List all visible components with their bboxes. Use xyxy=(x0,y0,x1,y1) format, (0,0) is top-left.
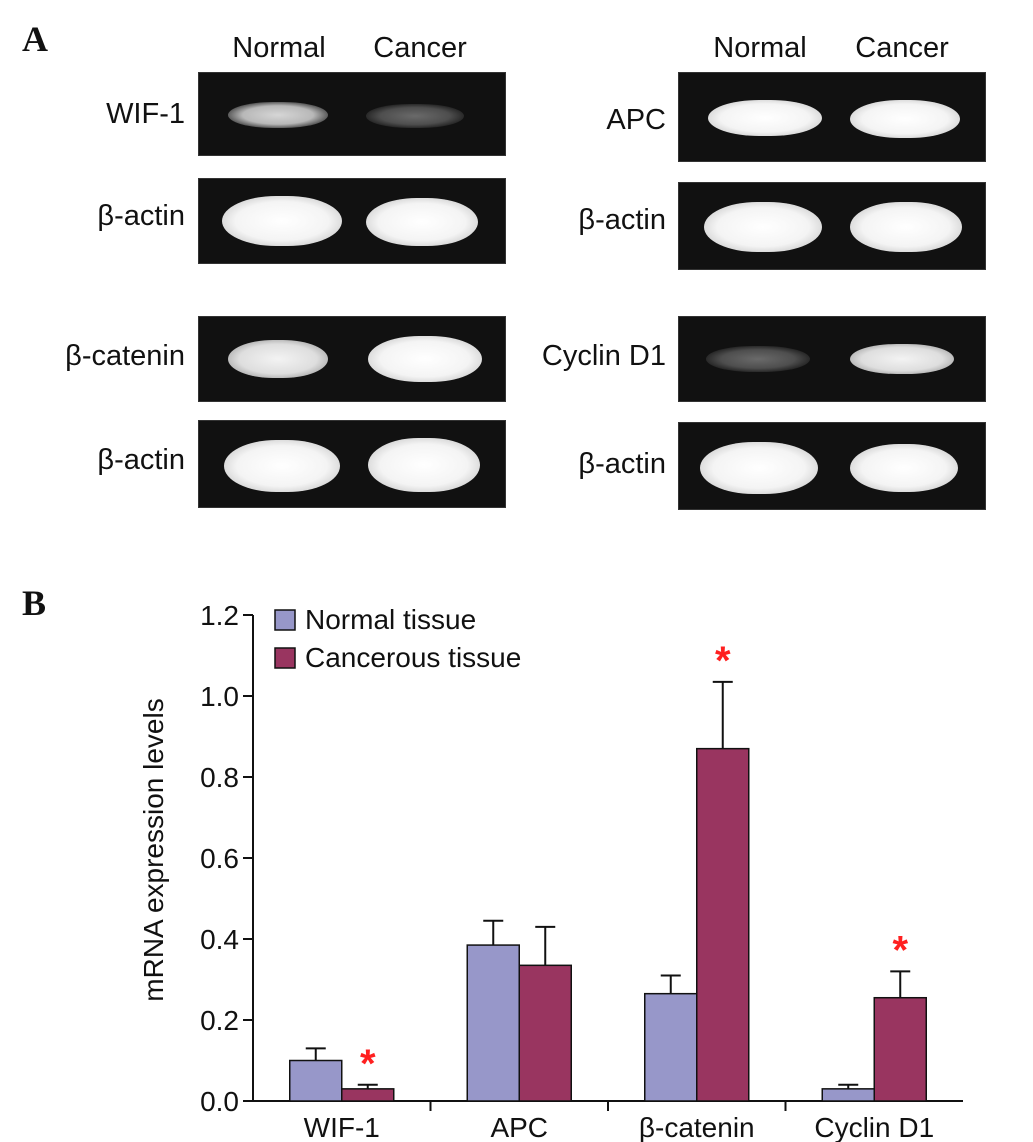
gel-actin-4 xyxy=(678,422,986,510)
gel-cyclind1 xyxy=(678,316,986,402)
x-tick-label: APC xyxy=(490,1112,548,1142)
gel-band-cancer xyxy=(850,100,960,138)
gel-apc xyxy=(678,72,986,162)
y-tick-label: 0.4 xyxy=(200,924,239,955)
gel-band-cancer xyxy=(366,198,478,246)
legend-label: Normal tissue xyxy=(305,604,476,635)
gel-band-normal xyxy=(704,202,822,252)
y-tick-label: 1.0 xyxy=(200,681,239,712)
gel-actin-1 xyxy=(198,178,506,264)
bar-cancerous xyxy=(518,964,572,1102)
y-tick-label: 0.6 xyxy=(200,843,239,874)
x-axis: WIF-1 APC β-catenin Cyclin D1 xyxy=(253,1100,963,1142)
error-bars xyxy=(305,680,911,1089)
gel-band-cancer xyxy=(850,344,954,374)
significance-asterisk: * xyxy=(715,639,731,683)
gel-band-normal xyxy=(222,196,342,246)
left-row-label-3: β-catenin xyxy=(65,340,185,372)
gel-band-normal xyxy=(224,440,340,492)
gel-bcatenin xyxy=(198,316,506,402)
panel-b-letter: B xyxy=(22,583,47,623)
gel-band-normal xyxy=(228,102,328,128)
y-axis-label: mRNA expression levels xyxy=(138,698,169,1001)
legend: Normal tissue Cancerous tissue xyxy=(274,604,521,673)
y-tick-label: 0.0 xyxy=(200,1086,239,1117)
left-col-header-normal: Normal xyxy=(232,32,326,64)
gel-band-normal xyxy=(700,442,818,494)
bar-cancerous xyxy=(873,996,927,1102)
right-col-header-normal: Normal xyxy=(713,32,807,64)
gel-actin-3 xyxy=(678,182,986,270)
gel-band-cancer xyxy=(366,104,464,128)
y-tick-label: 0.2 xyxy=(200,1005,239,1036)
x-tick-label: Cyclin D1 xyxy=(814,1112,934,1142)
x-tick-label: β-catenin xyxy=(639,1112,755,1142)
gel-band-cancer xyxy=(850,444,958,492)
left-col-header-cancer: Cancer xyxy=(373,32,467,64)
significance-markers: * * * xyxy=(360,639,909,1086)
significance-asterisk: * xyxy=(360,1042,376,1086)
bar-normal xyxy=(289,1059,343,1102)
left-row-label-4: β-actin xyxy=(97,444,185,476)
gel-band-normal xyxy=(228,340,328,378)
gel-band-normal xyxy=(708,100,822,136)
y-axis: 0.0 0.2 0.4 0.6 0.8 1.0 1.2 xyxy=(200,600,254,1117)
panel-a-letter: A xyxy=(22,19,48,59)
left-row-label-2: β-actin xyxy=(97,200,185,232)
left-row-label-1: WIF-1 xyxy=(106,98,185,130)
x-tick-label: WIF-1 xyxy=(304,1112,380,1142)
bar-normal xyxy=(644,992,698,1102)
gel-band-normal xyxy=(706,346,810,372)
gel-band-cancer xyxy=(368,336,482,382)
legend-swatch xyxy=(274,609,296,631)
legend-swatch xyxy=(274,647,296,669)
gel-band-cancer xyxy=(368,438,480,492)
right-row-label-3: Cyclin D1 xyxy=(541,340,666,372)
bar-chart: 0.0 0.2 0.4 0.6 0.8 1.0 1.2 WIF-1 APC β-catenin C… xyxy=(138,600,963,1142)
y-tick-label: 1.2 xyxy=(200,600,239,631)
right-row-label-4: β-actin xyxy=(578,448,666,480)
bar-cancerous xyxy=(696,747,750,1102)
bar-normal xyxy=(466,944,520,1102)
bars xyxy=(289,747,927,1102)
gel-actin-2 xyxy=(198,420,506,508)
right-row-label-2: β-actin xyxy=(578,204,666,236)
bar-normal xyxy=(821,1088,875,1102)
significance-asterisk: * xyxy=(892,928,908,972)
gel-wif1 xyxy=(198,72,506,156)
gel-band-cancer xyxy=(850,202,962,252)
right-row-label-1: APC xyxy=(606,104,666,136)
right-col-header-cancer: Cancer xyxy=(855,32,949,64)
y-tick-label: 0.8 xyxy=(200,762,239,793)
bar-cancerous xyxy=(341,1088,395,1102)
legend-label: Cancerous tissue xyxy=(305,642,521,673)
